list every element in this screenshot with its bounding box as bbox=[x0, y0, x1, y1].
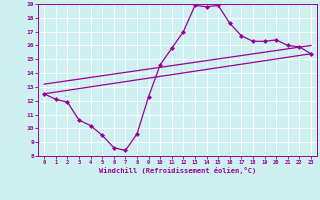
X-axis label: Windchill (Refroidissement éolien,°C): Windchill (Refroidissement éolien,°C) bbox=[99, 167, 256, 174]
